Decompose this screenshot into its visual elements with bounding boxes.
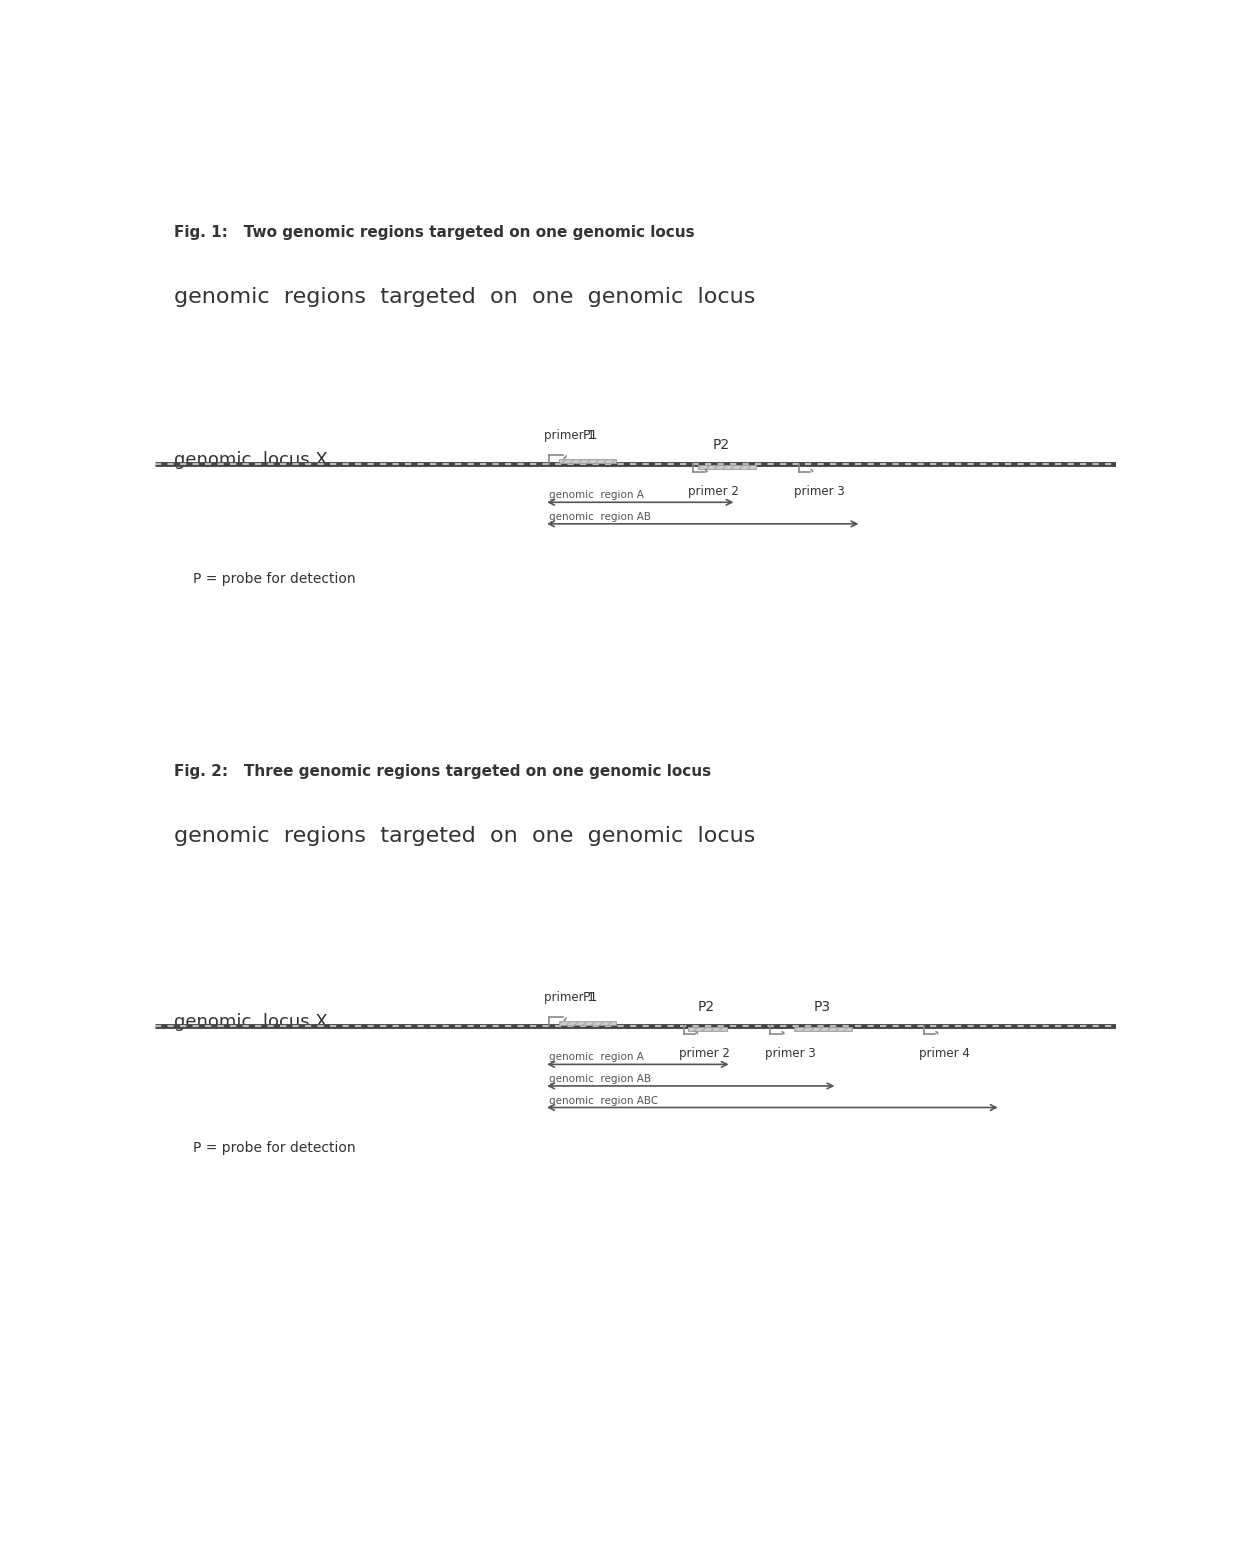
Text: P1: P1: [583, 992, 598, 1004]
Bar: [794, 1027, 852, 1032]
Text: primer 3: primer 3: [765, 1047, 816, 1061]
Text: genomic  region A: genomic region A: [549, 490, 644, 500]
Text: genomic  region A: genomic region A: [549, 1053, 644, 1062]
Text: primer 1: primer 1: [544, 992, 595, 1004]
Text: genomic  regions  targeted  on  one  genomic  locus: genomic regions targeted on one genomic …: [174, 287, 755, 307]
Bar: [558, 1021, 616, 1025]
Bar: [558, 458, 616, 463]
Text: primer 1: primer 1: [544, 429, 595, 443]
Text: genomic  region ABC: genomic region ABC: [549, 1095, 658, 1106]
Text: P = probe for detection: P = probe for detection: [193, 572, 356, 586]
Bar: [698, 464, 755, 469]
Bar: [558, 458, 616, 463]
Text: genomic  locus X: genomic locus X: [174, 450, 327, 469]
Bar: [688, 1027, 727, 1032]
Text: primer 2: primer 2: [688, 486, 739, 498]
Text: Fig. 1:   Two genomic regions targeted on one genomic locus: Fig. 1: Two genomic regions targeted on …: [174, 225, 694, 241]
Text: Fig. 2:   Three genomic regions targeted on one genomic locus: Fig. 2: Three genomic regions targeted o…: [174, 765, 712, 779]
Text: primer 3: primer 3: [794, 486, 844, 498]
Text: P3: P3: [813, 1001, 831, 1015]
Text: genomic  regions  targeted  on  one  genomic  locus: genomic regions targeted on one genomic …: [174, 825, 755, 845]
Text: P1: P1: [583, 429, 598, 443]
Text: primer 2: primer 2: [678, 1047, 729, 1061]
Bar: [558, 1021, 616, 1025]
Text: genomic  region AB: genomic region AB: [549, 1075, 651, 1084]
Text: genomic  locus X: genomic locus X: [174, 1013, 327, 1032]
Text: P = probe for detection: P = probe for detection: [193, 1141, 356, 1155]
Bar: [688, 1027, 727, 1032]
Text: primer 4: primer 4: [919, 1047, 970, 1061]
Bar: [794, 1027, 852, 1032]
Bar: [698, 464, 755, 469]
Text: P2: P2: [712, 438, 729, 452]
Text: P2: P2: [698, 1001, 715, 1015]
Text: genomic  region AB: genomic region AB: [549, 512, 651, 521]
